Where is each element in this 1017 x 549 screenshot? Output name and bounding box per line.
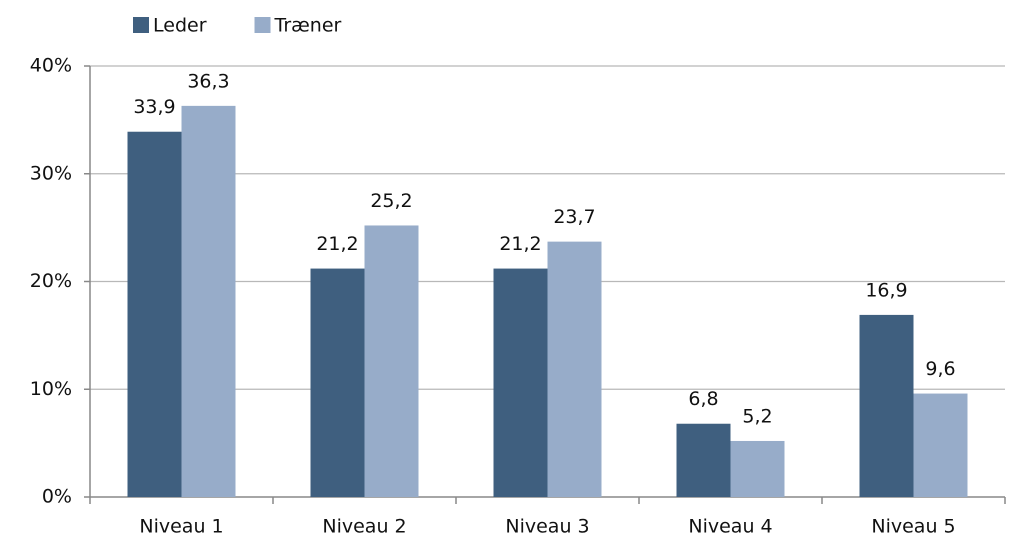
value-label: 25,2 bbox=[370, 190, 412, 212]
bar bbox=[676, 423, 731, 497]
x-tick-label: Niveau 5 bbox=[871, 516, 955, 538]
value-label: 9,6 bbox=[925, 358, 955, 380]
y-tick-label: 20% bbox=[30, 270, 72, 292]
value-label: 6,8 bbox=[688, 388, 718, 410]
value-label: 21,2 bbox=[499, 233, 541, 255]
value-label: 5,2 bbox=[742, 405, 772, 427]
bar bbox=[859, 314, 914, 497]
y-tick-label: 0% bbox=[42, 486, 72, 508]
legend-label: Leder bbox=[153, 15, 207, 37]
y-tick-label: 30% bbox=[30, 162, 72, 184]
x-tick-label: Niveau 1 bbox=[139, 516, 223, 538]
legend-label: Træner bbox=[274, 15, 342, 37]
y-tick-label: 40% bbox=[30, 55, 72, 77]
bar bbox=[364, 225, 419, 497]
value-label: 23,7 bbox=[553, 206, 595, 228]
x-tick-label: Niveau 3 bbox=[505, 516, 589, 538]
value-label: 16,9 bbox=[865, 279, 907, 301]
bar bbox=[493, 268, 548, 497]
legend-swatch bbox=[133, 17, 149, 33]
value-label: 21,2 bbox=[316, 233, 358, 255]
bar bbox=[127, 131, 182, 498]
bar bbox=[730, 440, 785, 497]
bar bbox=[547, 241, 602, 497]
y-tick-label: 10% bbox=[30, 378, 72, 400]
legend-swatch bbox=[254, 17, 271, 33]
bar bbox=[310, 268, 365, 497]
bar bbox=[181, 105, 236, 498]
x-tick-label: Niveau 4 bbox=[688, 516, 772, 538]
bar bbox=[913, 393, 968, 497]
value-label: 36,3 bbox=[187, 70, 229, 92]
x-tick-label: Niveau 2 bbox=[322, 516, 406, 538]
value-label: 33,9 bbox=[133, 96, 175, 118]
